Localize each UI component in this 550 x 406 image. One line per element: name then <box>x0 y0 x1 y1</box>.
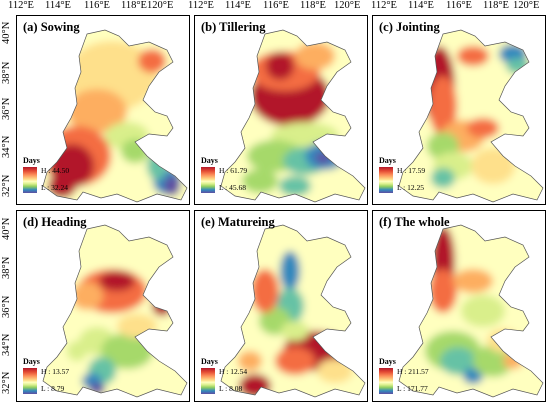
legend-low-value: L : 32.24 <box>41 183 69 192</box>
lat-label: 36°N <box>1 295 12 318</box>
lon-label: 120°E <box>513 0 540 11</box>
legend: Days H : 211.57 L : 171.77 <box>379 357 459 399</box>
lon-label: 116°E <box>84 0 110 11</box>
region-outline <box>398 224 544 398</box>
legend: Days H : 61.79 L : 45.68 <box>201 156 281 198</box>
map-graphic <box>42 29 188 203</box>
legend-title: Days <box>23 156 40 165</box>
legend-color-ramp <box>379 167 393 193</box>
lon-label: 112°E <box>188 0 214 11</box>
panel-title: (d) Heading <box>23 215 87 229</box>
lon-label: 120°E <box>334 0 361 11</box>
lat-label: 38°N <box>1 256 12 279</box>
map-graphic <box>42 224 188 398</box>
legend-low-value: L : 171.77 <box>397 384 428 393</box>
lat-label: 34°N <box>1 135 12 158</box>
legend-high-value: H : 211.57 <box>397 367 429 376</box>
legend-low-value: L : 8.79 <box>41 384 65 393</box>
lon-label: 112°E <box>371 0 397 11</box>
region-outline <box>398 29 544 203</box>
legend-title: Days <box>379 357 396 366</box>
lat-label: 40°N <box>1 21 12 44</box>
lon-label: 116°E <box>263 0 289 11</box>
region-outline <box>42 29 188 203</box>
legend-color-ramp <box>23 167 37 193</box>
legend-low-value: L : 12.25 <box>397 183 425 192</box>
map-graphic <box>398 29 544 203</box>
legend-high-value: H : 13.57 <box>41 367 70 376</box>
color-field <box>399 30 543 202</box>
lat-label: 40°N <box>1 217 12 240</box>
map-graphic <box>220 29 366 203</box>
region-outline <box>220 224 366 398</box>
legend-title: Days <box>201 357 218 366</box>
legend-high-value: H : 61.79 <box>219 166 248 175</box>
panel-title: (a) Sowing <box>23 20 80 34</box>
map-panel-heading: (d) Heading Days H : 13.57 L : 8.79 <box>16 210 190 402</box>
lon-label: 114°E <box>225 0 251 11</box>
panel-title: (c) Jointing <box>379 20 440 34</box>
lon-label: 118°E <box>483 0 509 11</box>
lat-label: 38°N <box>1 61 12 84</box>
legend: Days H : 44.50 L : 32.24 <box>23 156 103 198</box>
legend-high-value: H : 12.54 <box>219 367 248 376</box>
region-outline <box>42 224 188 398</box>
lon-label: 114°E <box>408 0 434 11</box>
legend: Days H : 13.57 L : 8.79 <box>23 357 103 399</box>
legend-title: Days <box>23 357 40 366</box>
lon-label: 116°E <box>446 0 472 11</box>
map-graphic <box>220 224 366 398</box>
legend: Days H : 12.54 L : 8.08 <box>201 357 281 399</box>
legend-color-ramp <box>201 167 215 193</box>
lat-label: 34°N <box>1 333 12 356</box>
lat-label: 36°N <box>1 97 12 120</box>
map-panel-jointing: (c) Jointing Days H : 17.59 L : 12.25 <box>372 15 546 205</box>
lon-label: 118°E <box>121 0 147 11</box>
legend-color-ramp <box>201 368 215 394</box>
legend-title: Days <box>201 156 218 165</box>
map-graphic <box>398 224 544 398</box>
lat-label: 32°N <box>1 174 12 197</box>
map-panel-matureing: (e) Matureing Days H : 12.54 L : 8.08 <box>194 210 368 402</box>
legend-high-value: H : 17.59 <box>397 166 426 175</box>
legend: Days H : 17.59 L : 12.25 <box>379 156 459 198</box>
legend-high-value: H : 44.50 <box>41 166 70 175</box>
lon-label: 114°E <box>45 0 71 11</box>
legend-low-value: L : 45.68 <box>219 183 247 192</box>
lon-label: 120°E <box>147 0 174 11</box>
panel-title: (b) Tillering <box>201 20 266 34</box>
map-panel-sowing: (a) Sowing Days H : 44.50 L : 32.24 <box>16 15 190 205</box>
lon-label: 112°E <box>8 0 34 11</box>
legend-title: Days <box>379 156 396 165</box>
legend-color-ramp <box>379 368 393 394</box>
map-panel-the-whole: (f) The whole Days H : 211.57 L : 171.77 <box>372 210 546 402</box>
lon-label: 118°E <box>300 0 326 11</box>
legend-color-ramp <box>23 368 37 394</box>
panel-title: (f) The whole <box>379 215 450 229</box>
map-panel-tillering: (b) Tillering Days H : 61.79 L : 45.68 <box>194 15 368 205</box>
panel-title: (e) Matureing <box>201 215 275 229</box>
legend-low-value: L : 8.08 <box>219 384 243 393</box>
lat-label: 32°N <box>1 371 12 394</box>
region-outline <box>220 29 366 203</box>
